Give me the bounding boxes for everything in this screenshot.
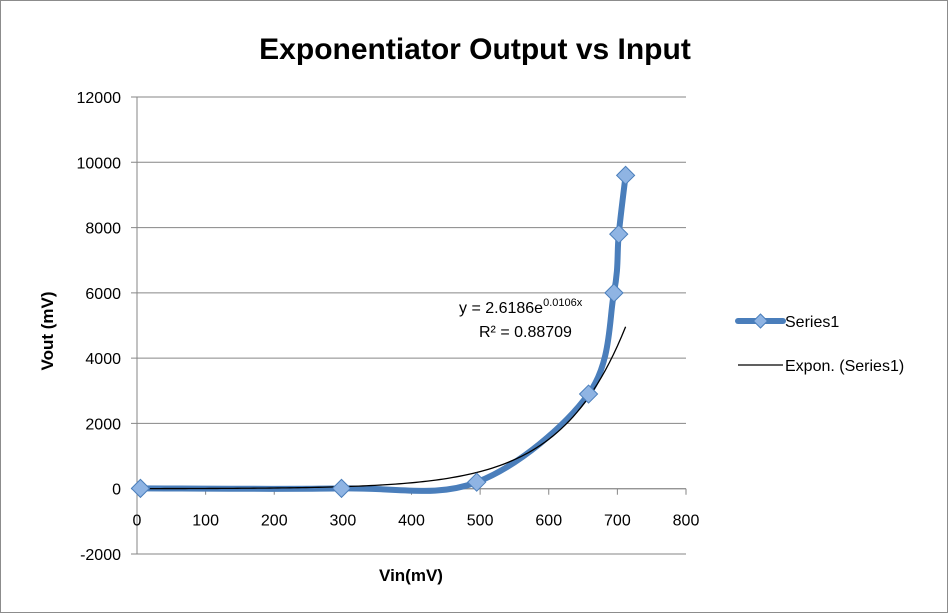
chart-title: Exponentiator Output vs Input: [259, 33, 691, 66]
series1-marker: [615, 165, 636, 186]
trendline-line: [140, 326, 627, 490]
x-tick-label: 100: [192, 513, 219, 530]
x-axis-label: Vin(mV): [379, 566, 443, 585]
x-tick-label: 700: [604, 513, 631, 530]
legend-series1-label: Series1: [785, 314, 839, 331]
series1-marker: [604, 283, 624, 303]
x-tick-label: 0: [133, 513, 142, 530]
series1-line: [137, 172, 629, 494]
y-axis-label: Vout (mV): [38, 291, 57, 370]
x-tick-label: 600: [535, 513, 562, 530]
x-tick-label: 800: [673, 513, 700, 530]
trendline-r-squared: R² = 0.88709: [479, 324, 572, 341]
series1-marker: [466, 472, 487, 492]
gridlines: [131, 96, 686, 555]
series1-marker: [578, 384, 599, 404]
y-tick-label: 10000: [77, 155, 122, 172]
series1-marker: [130, 478, 151, 499]
series1-marker: [331, 478, 352, 499]
trendline-equation: y = 2.6186e0.0106x: [459, 297, 583, 317]
series1-marker: [609, 224, 629, 244]
y-tick-label: 0: [112, 482, 121, 499]
axes: [136, 97, 687, 554]
equation-exponent: 0.0106x: [543, 297, 583, 309]
y-tick-label: 12000: [77, 90, 122, 107]
x-tick-label: 400: [398, 513, 425, 530]
legend-trendline-label: Expon. (Series1): [785, 358, 904, 375]
x-tick-labels: 0 100 200 300 400 500 600 700 800: [133, 513, 700, 530]
y-tick-label: 4000: [85, 351, 121, 368]
y-tick-label: 8000: [85, 221, 121, 238]
y-tick-labels: -2000 0 2000 4000 6000 8000 10000 12000: [77, 90, 122, 564]
x-tick-label: 500: [467, 513, 494, 530]
x-tick-label: 200: [261, 513, 288, 530]
y-tick-label: 6000: [85, 286, 121, 303]
trendline-layer: [140, 326, 627, 490]
x-tick-label: 300: [330, 513, 357, 530]
series-layer: [137, 172, 629, 494]
marker-layer: [130, 165, 636, 499]
y-tick-label: -2000: [80, 547, 121, 564]
legend-series1-marker: [752, 313, 769, 329]
legend: Series1 Expon. (Series1): [735, 313, 904, 375]
y-tick-label: 2000: [85, 416, 121, 433]
equation-prefix: y = 2.6186e: [459, 300, 543, 317]
